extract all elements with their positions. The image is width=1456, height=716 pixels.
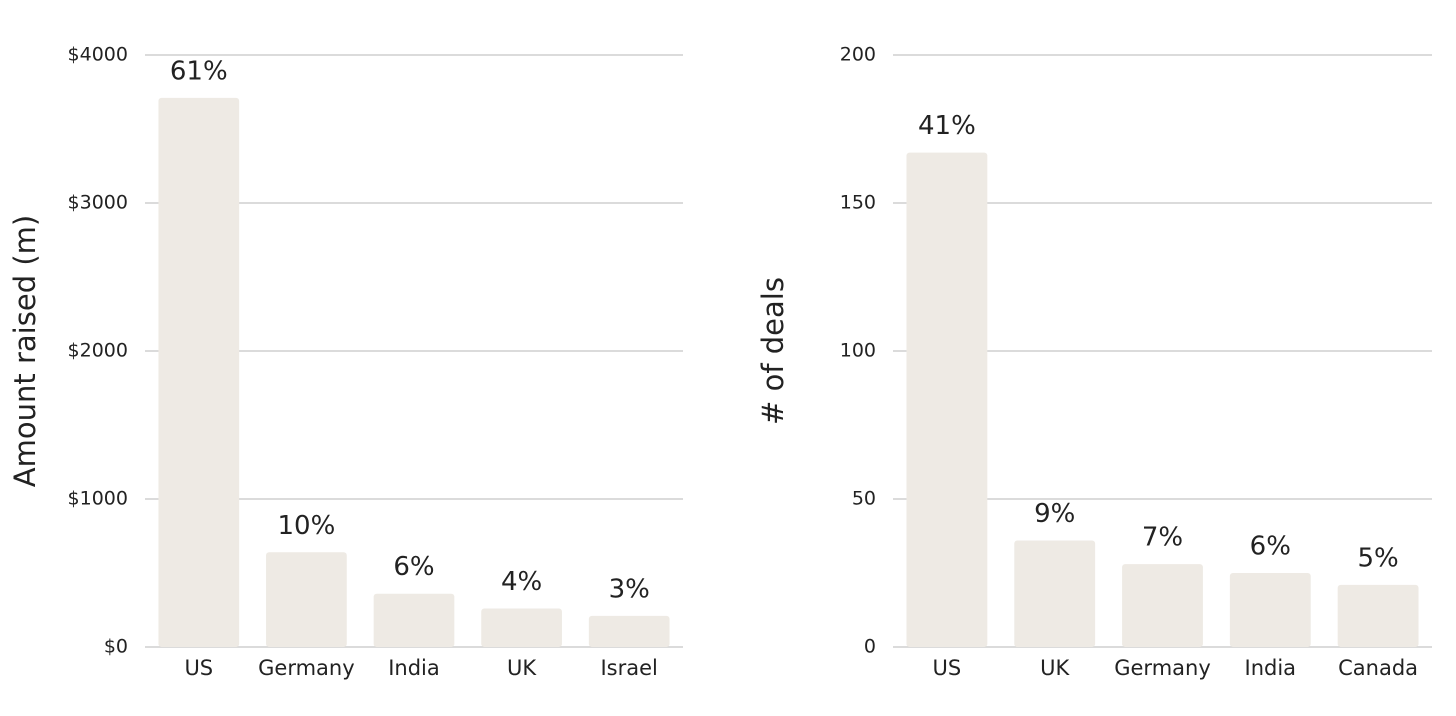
bar	[588, 615, 670, 647]
x-tick-label: Germany	[1114, 656, 1211, 680]
x-tick-label: UK	[1040, 656, 1070, 680]
y-tick-label: $1000	[68, 488, 128, 510]
bar	[1337, 584, 1419, 647]
y-tick-label: 150	[840, 192, 876, 214]
x-tick-label: US	[184, 656, 213, 680]
y-tick-label: 100	[840, 340, 876, 362]
bar	[481, 608, 562, 647]
bar	[373, 593, 455, 647]
bar	[158, 97, 240, 648]
bar-label: 6%	[393, 552, 434, 582]
y-tick-label: $4000	[68, 44, 128, 66]
x-tick-label: Israel	[600, 656, 657, 680]
y-tick-label: 50	[852, 488, 876, 510]
bar-label: 10%	[278, 511, 336, 541]
x-tick-label: India	[1245, 656, 1297, 680]
bar	[266, 552, 347, 647]
bar-label: 41%	[918, 111, 976, 141]
y-tick-label: $0	[104, 636, 128, 658]
bar-label: 6%	[1250, 532, 1291, 562]
y-tick-label: $3000	[68, 192, 128, 214]
bar-label: 3%	[609, 574, 650, 604]
y-tick-label: 0	[864, 636, 876, 658]
bar-label: 61%	[170, 56, 228, 86]
bar	[1229, 573, 1311, 647]
y-axis-title: # of deals	[756, 277, 790, 425]
bar-label: 5%	[1357, 543, 1398, 573]
x-tick-label: UK	[507, 656, 537, 680]
y-tick-label: 200	[840, 44, 876, 66]
x-tick-label: India	[388, 656, 440, 680]
x-tick-label: Germany	[258, 656, 355, 680]
bar-label: 7%	[1142, 523, 1183, 553]
bar-label: 9%	[1034, 499, 1075, 529]
y-axis-title: Amount raised (m)	[8, 215, 42, 487]
bar	[1122, 564, 1203, 647]
bar	[1014, 540, 1096, 647]
bar	[906, 152, 988, 647]
y-tick-label: $2000	[68, 340, 128, 362]
bar-label: 4%	[501, 567, 542, 597]
x-tick-label: US	[933, 656, 962, 680]
x-tick-label: Canada	[1338, 656, 1418, 680]
